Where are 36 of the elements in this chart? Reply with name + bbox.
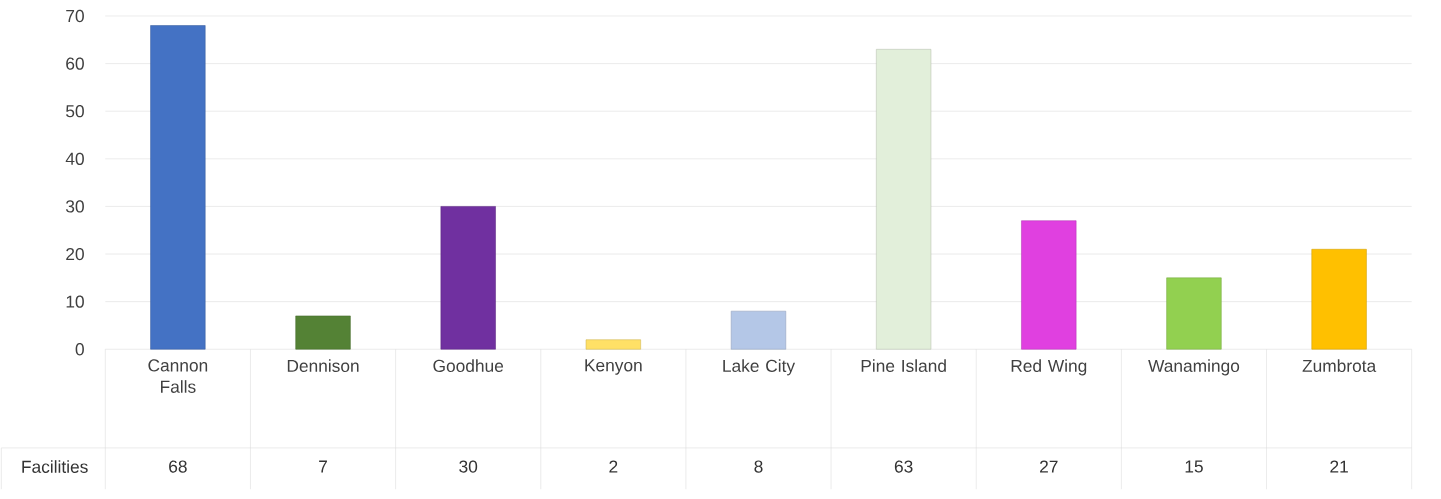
bar — [730, 311, 787, 350]
data-label: 8 — [754, 460, 763, 473]
x-tick-label: Wanamingo — [1148, 359, 1240, 376]
data-label: 2 — [609, 460, 618, 473]
bar — [1021, 220, 1077, 350]
x-tick-label: Red Wing — [1011, 359, 1087, 376]
bar — [1166, 277, 1222, 350]
data-label: 68 — [169, 460, 187, 473]
y-tick-label: 10 — [66, 295, 84, 308]
y-tick-label: 70 — [66, 10, 84, 23]
x-tick-label: Cannon Falls — [148, 359, 208, 394]
data-label: 7 — [319, 460, 327, 473]
y-tick-label: 50 — [66, 105, 84, 118]
data-label: 30 — [459, 460, 478, 473]
x-tick-label: Kenyon — [585, 359, 642, 376]
bar — [295, 315, 351, 350]
bar — [876, 49, 932, 350]
x-tick-label: Lake City — [723, 359, 796, 376]
bar — [150, 25, 206, 350]
bar — [440, 206, 496, 350]
data-label: 15 — [1185, 460, 1203, 473]
x-tick-label: Zumbrota — [1302, 359, 1377, 373]
y-tick-label: 60 — [66, 57, 84, 70]
x-tick-label: Dennison — [287, 359, 359, 373]
data-label: 21 — [1330, 460, 1348, 473]
data-label: 27 — [1040, 460, 1058, 473]
y-tick-label: 0 — [75, 343, 84, 356]
x-tick-label: Pine Island — [861, 359, 946, 373]
y-tick-label: 20 — [66, 248, 84, 261]
bar — [1311, 249, 1367, 350]
data-label: 63 — [894, 460, 913, 473]
text: Facilities — [22, 460, 88, 474]
y-tick-label: 40 — [65, 152, 84, 166]
x-tick-label: Goodhue — [433, 359, 504, 373]
y-tick-label: 30 — [66, 200, 84, 213]
bar — [585, 339, 641, 350]
